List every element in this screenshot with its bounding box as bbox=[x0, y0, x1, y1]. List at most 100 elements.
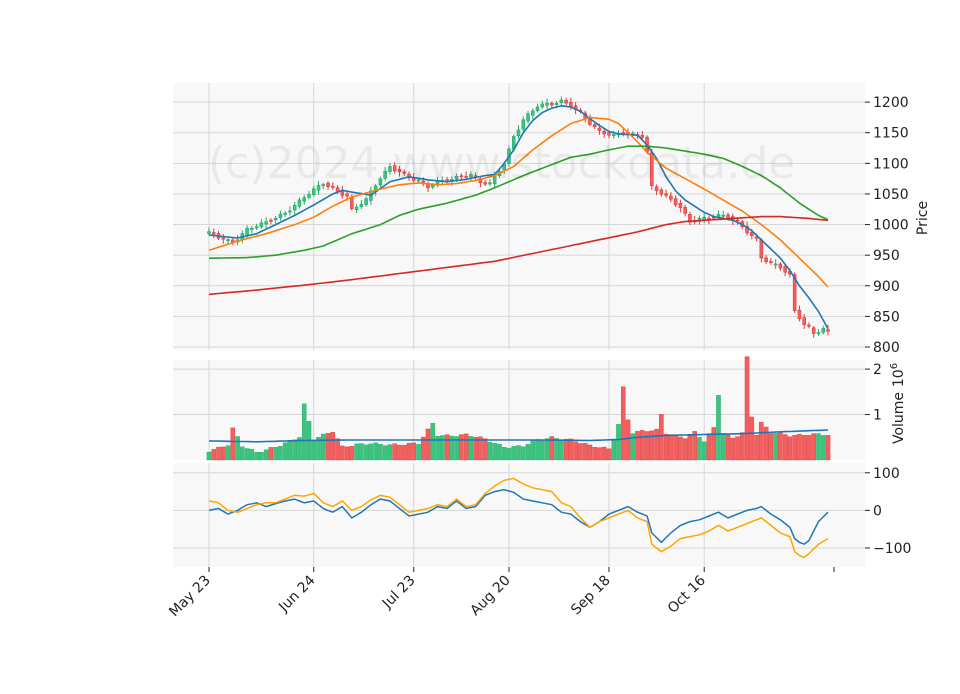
candle-body bbox=[488, 182, 492, 185]
volume-bar bbox=[706, 433, 712, 461]
volume-bar bbox=[382, 445, 388, 461]
candle-body bbox=[554, 103, 559, 105]
volume-bar bbox=[682, 438, 688, 461]
candle-body bbox=[421, 180, 426, 183]
candle-body bbox=[521, 119, 526, 130]
volume-bar bbox=[335, 438, 340, 461]
volume-bar bbox=[468, 436, 474, 461]
y-tick-label: 100 bbox=[873, 466, 900, 482]
volume-bar bbox=[778, 431, 783, 461]
candle-body bbox=[750, 231, 754, 236]
candle-body bbox=[359, 204, 364, 208]
candle-body bbox=[550, 103, 554, 106]
candle-body bbox=[254, 226, 259, 229]
volume-bar bbox=[697, 437, 702, 461]
volume-bar bbox=[368, 443, 374, 461]
candle-body bbox=[802, 317, 806, 325]
candle-body bbox=[464, 176, 468, 178]
volume-bar bbox=[711, 427, 717, 461]
volume-bar bbox=[301, 403, 307, 461]
volume-bar bbox=[444, 434, 450, 461]
candle-body bbox=[673, 198, 678, 206]
volume-bars bbox=[206, 356, 831, 461]
volume-bar bbox=[225, 445, 231, 461]
candle-body bbox=[245, 227, 249, 236]
volume-bar bbox=[420, 436, 426, 461]
candle-body bbox=[797, 309, 802, 320]
volume-bar bbox=[325, 433, 331, 461]
volume-bar bbox=[344, 446, 350, 461]
y-tick-label: −100 bbox=[873, 541, 911, 557]
volume-bar bbox=[782, 434, 788, 461]
volume-bar bbox=[568, 438, 574, 461]
volume-bar bbox=[430, 423, 436, 461]
volume-bar bbox=[244, 448, 250, 461]
volume-bar bbox=[525, 444, 531, 461]
candle-body bbox=[350, 196, 354, 209]
volume-bar bbox=[749, 416, 755, 461]
volume-bar bbox=[801, 435, 807, 461]
y-tick-label: 1050 bbox=[873, 187, 909, 203]
candle-body bbox=[792, 274, 797, 311]
candle-body bbox=[721, 214, 726, 217]
candle-body bbox=[640, 135, 645, 138]
volume-bar bbox=[563, 439, 569, 461]
y-tick-label: 950 bbox=[873, 248, 900, 264]
volume-bar bbox=[435, 436, 440, 461]
y-tick-label: 2 bbox=[873, 362, 882, 378]
volume-bar bbox=[516, 445, 521, 461]
candle-body bbox=[273, 218, 278, 221]
candle-body bbox=[321, 184, 326, 186]
volume-bar bbox=[601, 446, 607, 461]
volume-bar bbox=[235, 436, 240, 461]
y-tick-label: 900 bbox=[873, 279, 900, 295]
volume-bar bbox=[263, 449, 269, 461]
volume-bar bbox=[487, 442, 493, 461]
volume-bar bbox=[773, 433, 778, 461]
volume-bar bbox=[635, 431, 640, 461]
candle-body bbox=[688, 214, 692, 223]
volume-bar bbox=[520, 446, 526, 461]
volume-bar bbox=[663, 434, 669, 461]
volume-bar bbox=[573, 441, 578, 461]
volume-bar bbox=[406, 442, 412, 461]
candle-body bbox=[735, 219, 740, 222]
volume-bar bbox=[425, 428, 431, 461]
volume-bar bbox=[282, 442, 288, 461]
volume-bar bbox=[240, 446, 245, 461]
volume-bar bbox=[816, 433, 821, 461]
volume-bar bbox=[692, 431, 697, 461]
candle-body bbox=[535, 106, 540, 112]
volume-bar bbox=[768, 433, 774, 461]
volume-bar bbox=[311, 439, 317, 461]
volume-bar bbox=[530, 440, 536, 461]
x-tick-label: Sep 18 bbox=[568, 573, 614, 619]
watermark: (c)2024 www.stockdata.de bbox=[208, 138, 795, 189]
volume-bar bbox=[640, 430, 645, 461]
volume-scale-label: 106 bbox=[889, 363, 907, 387]
volume-bar bbox=[792, 435, 797, 461]
series-line-vol-ma bbox=[208, 429, 829, 443]
volume-bar bbox=[644, 431, 650, 461]
candle-body bbox=[783, 266, 787, 273]
candle-body bbox=[773, 263, 778, 266]
x-tick-label: Oct 16 bbox=[665, 572, 709, 616]
candle-body bbox=[431, 185, 435, 188]
y-tick-label: 1200 bbox=[873, 95, 909, 111]
candle-body bbox=[597, 127, 602, 131]
volume-bar bbox=[811, 433, 816, 461]
price-axis-label: Price bbox=[915, 201, 931, 235]
volume-bar bbox=[211, 449, 217, 461]
series-line-ind-b bbox=[208, 477, 829, 559]
volume-bar bbox=[654, 428, 659, 461]
volume-bar bbox=[578, 443, 583, 461]
volume-bar bbox=[787, 436, 793, 461]
volume-bar bbox=[611, 438, 617, 461]
candle-body bbox=[354, 206, 359, 211]
volume-bar bbox=[687, 434, 693, 461]
y-tick-label: 850 bbox=[873, 309, 900, 325]
candle-body bbox=[602, 130, 606, 135]
volume-bar bbox=[278, 446, 283, 461]
volume-bar bbox=[216, 446, 221, 461]
candle-body bbox=[545, 102, 549, 106]
